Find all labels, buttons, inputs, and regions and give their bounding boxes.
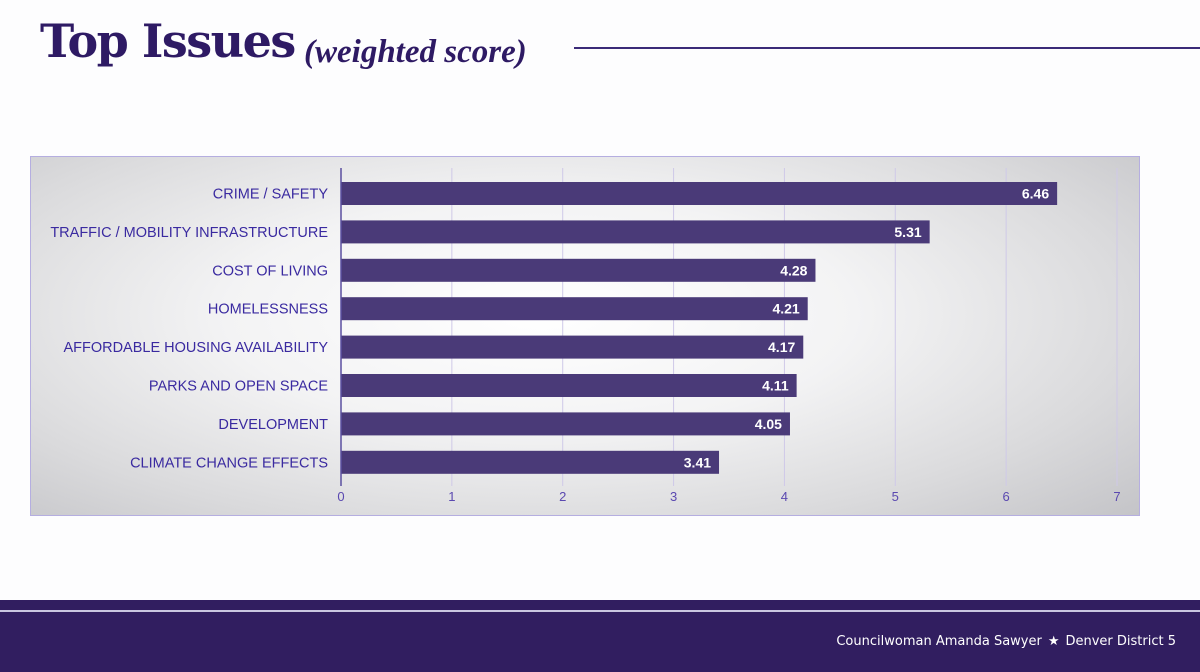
data-label: 4.11 bbox=[762, 378, 789, 394]
bar bbox=[341, 182, 1058, 205]
x-tick-label: 3 bbox=[670, 489, 677, 504]
bar bbox=[341, 412, 790, 436]
category-label: AFFORDABLE HOUSING AVAILABILITY bbox=[63, 340, 328, 356]
data-label: 5.31 bbox=[894, 224, 921, 240]
star-icon: ★ bbox=[1047, 634, 1060, 649]
page-subtitle: (weighted score) bbox=[304, 34, 527, 70]
bar bbox=[341, 220, 930, 244]
category-label: COST OF LIVING bbox=[212, 263, 328, 279]
bar bbox=[341, 335, 804, 359]
x-tick-label: 2 bbox=[559, 489, 566, 504]
footer-divider bbox=[0, 610, 1200, 612]
category-label: HOMELESSNESS bbox=[208, 302, 328, 318]
page-title: Top Issues bbox=[40, 14, 296, 68]
footer-credit: Councilwoman Amanda Sawyer ★ Denver Distri… bbox=[836, 634, 1176, 649]
x-tick-label: 7 bbox=[1113, 489, 1120, 504]
chart-panel: 6.46 CRIME / SAFETY 5.31 TRAFFIC / MOBILITY… bbox=[30, 156, 1140, 516]
category-label: TRAFFIC / MOBILITY INFRASTRUCTURE bbox=[50, 225, 328, 241]
footer-district: Denver District 5 bbox=[1065, 634, 1176, 649]
x-tick-label: 6 bbox=[1003, 489, 1010, 504]
title-divider bbox=[574, 47, 1200, 49]
data-label: 4.21 bbox=[772, 301, 799, 317]
footer-band: Councilwoman Amanda Sawyer ★ Denver Distri… bbox=[0, 600, 1200, 672]
data-label: 4.28 bbox=[780, 262, 807, 278]
category-label: DEVELOPMENT bbox=[218, 417, 328, 433]
data-label: 4.05 bbox=[755, 416, 782, 432]
category-label: CRIME / SAFETY bbox=[213, 187, 329, 203]
bar bbox=[341, 258, 816, 282]
data-label: 6.46 bbox=[1022, 186, 1049, 202]
category-label: PARKS AND OPEN SPACE bbox=[149, 379, 328, 395]
footer-name: Councilwoman Amanda Sawyer bbox=[836, 634, 1042, 649]
x-tick-label: 4 bbox=[781, 489, 788, 504]
x-tick-label: 1 bbox=[448, 489, 455, 504]
x-tick-label: 5 bbox=[892, 489, 899, 504]
x-tick-label: 0 bbox=[337, 489, 344, 504]
data-label: 4.17 bbox=[768, 339, 795, 355]
data-label: 3.41 bbox=[684, 454, 711, 470]
bar-chart: 6.46 CRIME / SAFETY 5.31 TRAFFIC / MOBILITY… bbox=[50, 168, 1121, 504]
category-label: CLIMATE CHANGE EFFECTS bbox=[130, 455, 328, 471]
bar bbox=[341, 450, 720, 474]
bar bbox=[341, 374, 797, 397]
bar bbox=[341, 297, 808, 321]
